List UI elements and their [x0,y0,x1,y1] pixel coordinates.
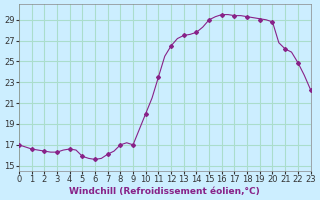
X-axis label: Windchill (Refroidissement éolien,°C): Windchill (Refroidissement éolien,°C) [69,187,260,196]
